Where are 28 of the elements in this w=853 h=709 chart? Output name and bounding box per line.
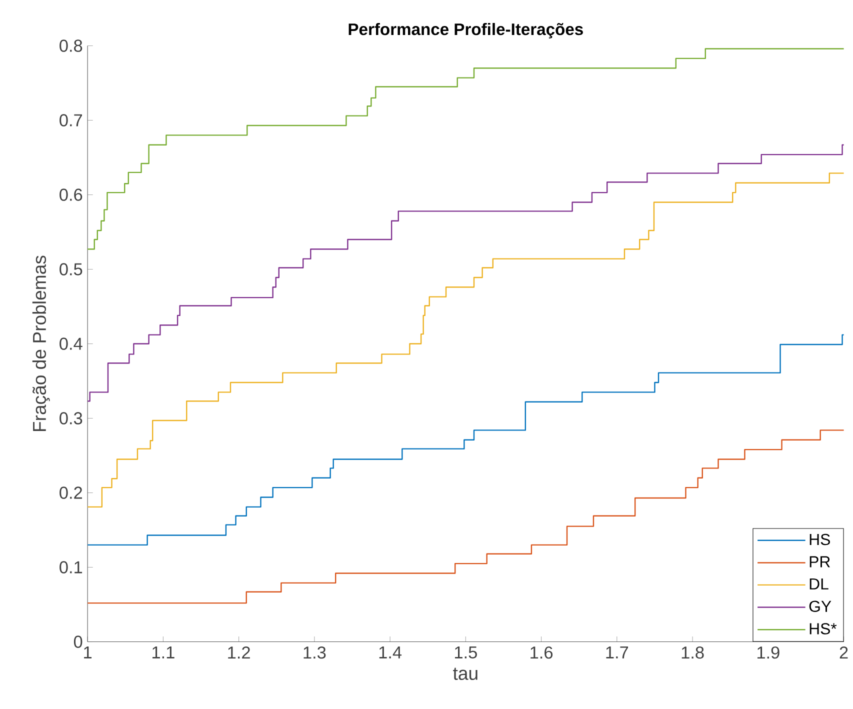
x-tick-label: 2 [840, 646, 848, 658]
x-tick-label: 1.2 [228, 646, 250, 658]
x-tick-label: 1.4 [379, 646, 402, 658]
y-tick-label: 0.5 [60, 262, 82, 276]
legend-label: HS* [810, 622, 837, 634]
y-tick-label: 0.2 [60, 486, 82, 499]
legend-label: DL [810, 578, 828, 590]
y-tick-label: 0.8 [60, 39, 82, 52]
y-tick-label: 0.3 [60, 412, 82, 424]
x-tick-label: 1.9 [757, 646, 780, 658]
y-tick-label: 0.4 [60, 337, 82, 350]
y-tick-label: 0 [74, 635, 82, 648]
x-tick-label: 1.8 [682, 646, 704, 658]
legend-label: PR [810, 556, 830, 567]
x-axis-title: tau [453, 668, 478, 680]
x-tick-label: 1 [84, 646, 92, 658]
x-tick-label: 1.3 [304, 646, 326, 658]
x-tick-label: 1.1 [152, 646, 174, 658]
x-tick-label: 1.5 [454, 646, 477, 658]
y-tick-label: 0.6 [60, 188, 82, 201]
chart-title: Performance Profile-Iterações [348, 22, 583, 38]
y-tick-label: 0.7 [60, 114, 82, 126]
legend-label: HS [810, 534, 830, 545]
legend-label: GY [809, 600, 832, 612]
x-tick-label: 1.7 [606, 646, 628, 658]
y-axis-title: Fração de Problemas [32, 255, 50, 431]
x-tick-label: 1.6 [530, 646, 553, 658]
y-tick-label: 0.1 [60, 560, 82, 574]
